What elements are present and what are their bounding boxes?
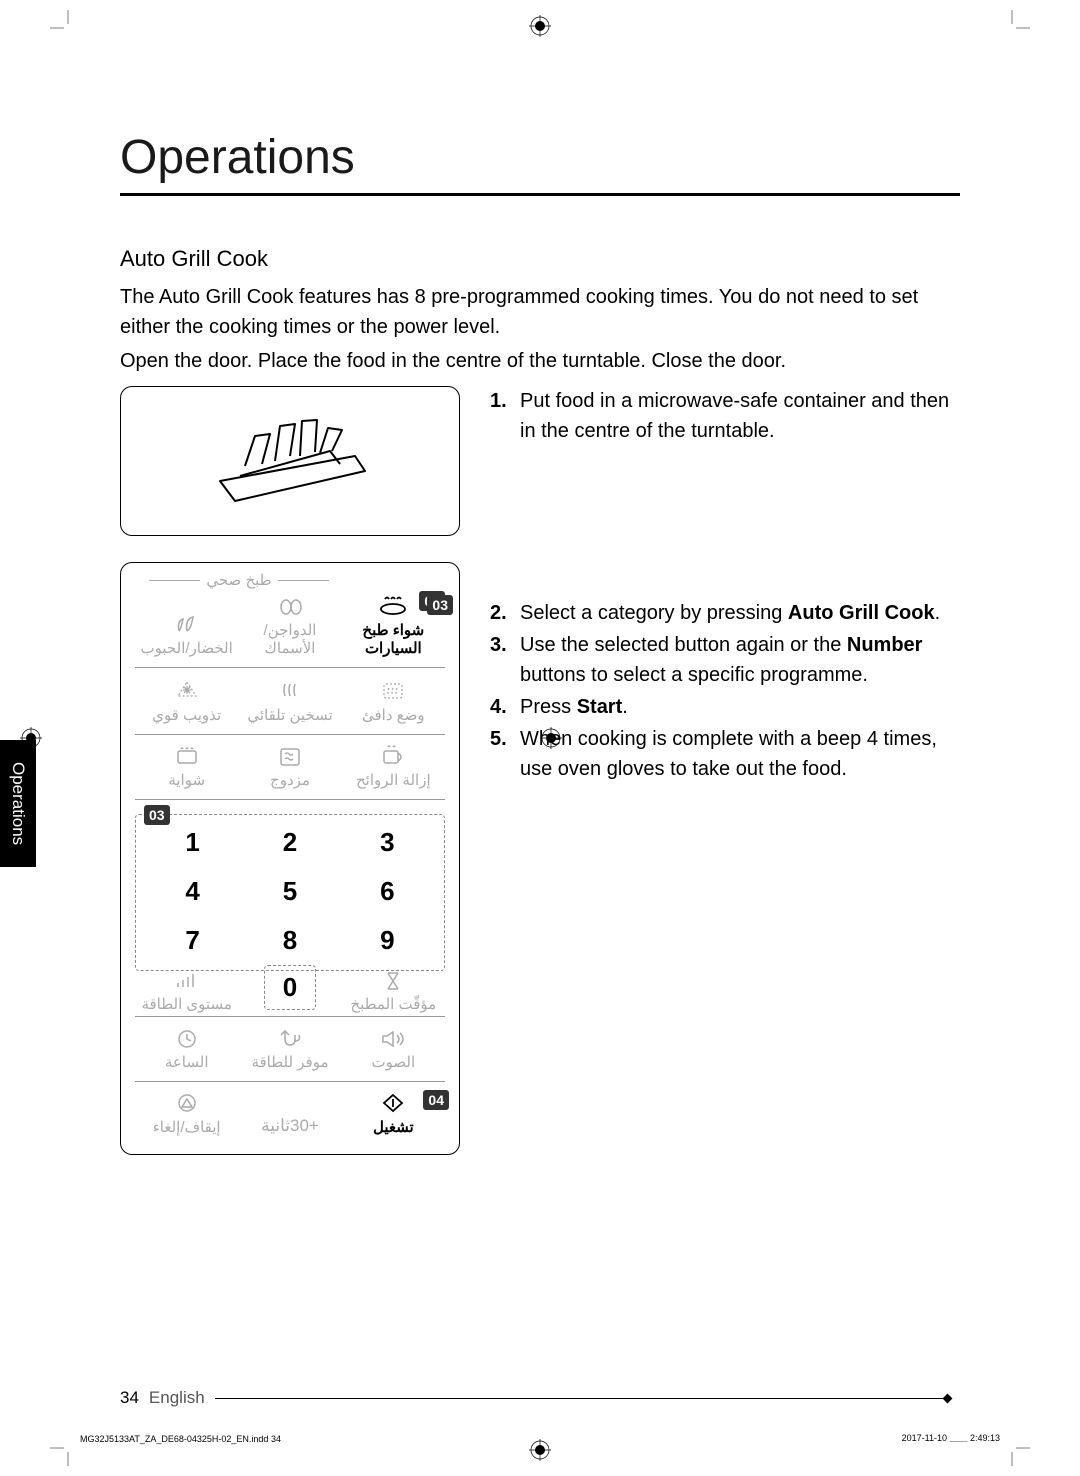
- panel-label: شواية: [168, 771, 205, 789]
- section-heading: Auto Grill Cook: [120, 246, 960, 272]
- keypad-5: 5: [242, 876, 338, 907]
- panel-label: وضع دافئ: [362, 706, 425, 724]
- kitchen-timer-icon: [380, 969, 406, 991]
- start-label: تشغيل: [373, 1118, 414, 1136]
- deodorize-icon: [380, 745, 406, 767]
- page-footer: 34 English: [120, 1388, 945, 1408]
- footer-rule: [215, 1398, 945, 1399]
- callout-03: 03: [427, 595, 453, 615]
- step-text: .: [622, 696, 628, 718]
- print-info-left: MG32J5133AT_ZA_DE68-04325H-02_EN.indd 34: [80, 1434, 281, 1444]
- step-text: Use the selected button again or the: [520, 634, 847, 656]
- panel-label: الصوت: [372, 1053, 416, 1071]
- keypad-9: 9: [339, 925, 435, 956]
- step-4: Press Start.: [490, 692, 960, 722]
- registration-mark-icon: [529, 15, 551, 37]
- veg-grain-icon: [173, 611, 201, 635]
- crop-mark-icon: [50, 1446, 70, 1466]
- panel-label: موفر للطاقة: [251, 1053, 328, 1071]
- keypad-7: 7: [144, 925, 240, 956]
- step-3: Use the selected button again or the Num…: [490, 630, 960, 690]
- keypad-8: 8: [242, 925, 338, 956]
- step-1: Put food in a microwave-safe container a…: [490, 386, 960, 446]
- fries-icon: [200, 406, 380, 516]
- keep-warm-icon: [380, 678, 406, 702]
- food-illustration: [120, 386, 460, 536]
- panel-label: الدواجن/الأسماك: [238, 621, 341, 657]
- panel-label: مؤقّت المطبخ: [350, 995, 436, 1013]
- panel-label: إزالة الروائح: [356, 771, 431, 789]
- eco-icon: [275, 1027, 305, 1049]
- panel-label: الساعة: [165, 1053, 209, 1071]
- page-content: Operations Auto Grill Cook The Auto Gril…: [60, 40, 1020, 1436]
- healthy-cook-label: طبخ صحي: [206, 571, 271, 589]
- sound-icon: [379, 1027, 407, 1049]
- panel-label: تذويب قوي: [152, 706, 221, 724]
- page-title: Operations: [120, 130, 960, 185]
- intro-text-2: Open the door. Place the food in the cen…: [120, 346, 960, 376]
- plus-30s-label: +30ثانية: [261, 1116, 319, 1136]
- combi-icon: [277, 745, 303, 767]
- power-defrost-icon: [174, 678, 200, 702]
- keypad-1: 1: [144, 827, 240, 858]
- step-text: buttons to select a specific programme.: [520, 664, 868, 686]
- control-panel: طبخ صحي الخضار/الحبوب الدواجن/الأسماك: [120, 562, 460, 1155]
- callout-04: 04: [423, 1090, 449, 1110]
- step-bold: Auto Grill Cook: [788, 602, 935, 624]
- auto-reheat-icon: [277, 678, 303, 702]
- keypad-4: 4: [144, 876, 240, 907]
- step-bold: Number: [847, 634, 923, 656]
- instruction-list-a: Put food in a microwave-safe container a…: [490, 386, 960, 446]
- stop-cancel-icon: [174, 1092, 200, 1114]
- panel-label: مزدوج: [270, 771, 310, 789]
- keypad-3: 3: [339, 827, 435, 858]
- crop-mark-icon: [50, 10, 70, 30]
- step-text: Press: [520, 696, 577, 718]
- step-bold: Start: [577, 696, 623, 718]
- side-tab-operations: Operations: [0, 740, 36, 867]
- instruction-list-b: Select a category by pressing Auto Grill…: [490, 598, 960, 784]
- power-level-icon: [174, 969, 200, 991]
- print-info-right: 2017-11-10 ＿＿ 2:49:13: [902, 1431, 1000, 1444]
- panel-label: إيقاف/إلغاء: [153, 1118, 221, 1136]
- keypad-6: 6: [339, 876, 435, 907]
- panel-label-highlight: شواء طبخ السيارات: [342, 621, 445, 657]
- step-5: When cooking is complete with a beep 4 t…: [490, 724, 960, 784]
- panel-label: تسخين تلقائي: [247, 706, 332, 724]
- keypad-0: 0: [264, 965, 316, 1010]
- step-text: Select a category by pressing: [520, 602, 788, 624]
- intro-text-1: The Auto Grill Cook features has 8 pre-p…: [120, 282, 960, 342]
- grill-icon: [174, 745, 200, 767]
- start-icon: [380, 1092, 406, 1114]
- callout-03b: 03: [144, 805, 170, 825]
- keypad: 03 1 2 3 4 5 6 7 8: [135, 814, 445, 971]
- title-rule: [120, 193, 960, 196]
- page-number: 34: [120, 1388, 139, 1408]
- registration-mark-icon: [529, 1439, 551, 1461]
- crop-mark-icon: [1010, 1446, 1030, 1466]
- crop-mark-icon: [1010, 10, 1030, 30]
- poultry-fish-icon: [276, 593, 304, 617]
- auto-grill-cook-icon: [377, 593, 409, 617]
- keypad-2: 2: [242, 827, 338, 858]
- panel-label: مستوى الطاقة: [141, 995, 231, 1013]
- page-language: English: [149, 1388, 205, 1408]
- panel-label: الخضار/الحبوب: [141, 639, 233, 657]
- step-text: .: [935, 602, 941, 624]
- step-2: Select a category by pressing Auto Grill…: [490, 598, 960, 628]
- clock-icon: [174, 1027, 200, 1049]
